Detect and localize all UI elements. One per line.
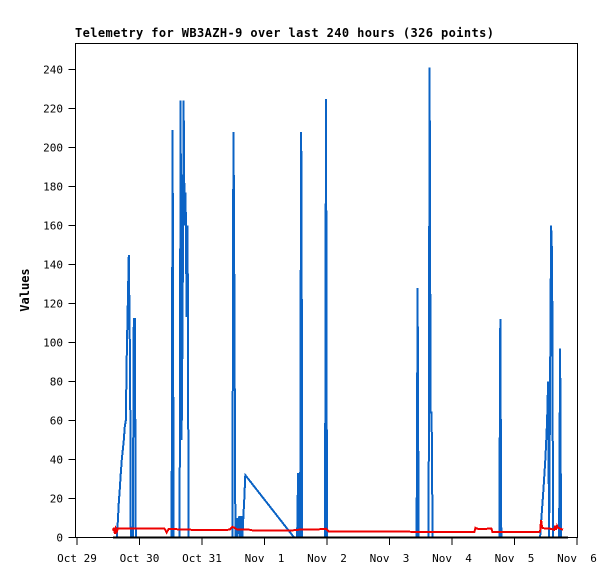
y-tick-label: 40 [50, 454, 63, 467]
y-tick-label: 220 [43, 103, 63, 116]
x-tick-label: Nov 6 [557, 552, 597, 565]
red-channel-series [111, 519, 564, 535]
y-axis-label: Values [18, 268, 32, 311]
y-tick-label: 120 [43, 298, 63, 311]
y-tick-label: 80 [50, 376, 63, 389]
plot-area: 0 20 40 60 80 100 120 140 160 180 200 220 240 Oct 29 O… [43, 43, 597, 565]
x-tick-label: Nov 3 [370, 552, 410, 565]
x-tick-label: Nov 5 [495, 552, 535, 565]
x-tick-label: Oct 30 [120, 552, 160, 565]
y-tick-label: 100 [43, 337, 63, 350]
plot-frame [75, 43, 578, 538]
x-tick-label: Nov 4 [432, 552, 472, 565]
y-tick-label: 240 [43, 64, 63, 77]
x-tick-label: Oct 29 [57, 552, 97, 565]
y-tick-label: 20 [50, 493, 63, 506]
x-tick-label: Nov 2 [307, 552, 347, 565]
y-tick-label: 0 [56, 532, 63, 545]
blue-channel-series [112, 67, 564, 539]
x-tick-label: Oct 31 [182, 552, 222, 565]
y-tick-label: 200 [43, 142, 63, 155]
chart-title: Telemetry for WB3AZH-9 over last 240 hou… [75, 26, 494, 40]
y-tick-label: 140 [43, 259, 63, 272]
y-tick-label: 180 [43, 181, 63, 194]
x-tick-label: Nov 1 [245, 552, 285, 565]
y-tick-label: 60 [50, 415, 63, 428]
y-tick-label: 160 [43, 220, 63, 233]
